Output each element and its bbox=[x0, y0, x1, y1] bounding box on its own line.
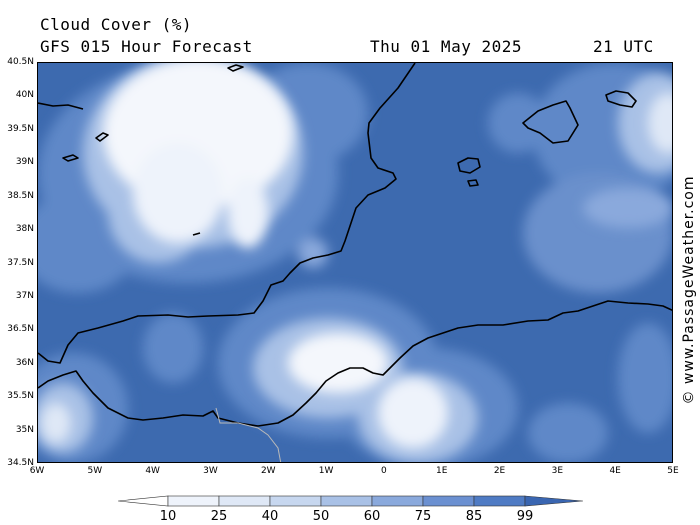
latitude-label: 40N bbox=[15, 90, 34, 101]
longitude-label: 3E bbox=[551, 466, 564, 476]
coastline-iberia-west bbox=[38, 102, 84, 110]
legend-tick-label: 40 bbox=[261, 509, 279, 524]
legend-tick-label: 50 bbox=[312, 509, 330, 524]
coastline-fragment-sw bbox=[62, 154, 79, 162]
legend-color-cell bbox=[422, 495, 475, 507]
legend-color-cell bbox=[167, 495, 220, 507]
legend-color-cell bbox=[524, 495, 583, 507]
island-formentera bbox=[467, 179, 479, 187]
legend-tick-label: 10 bbox=[159, 509, 177, 524]
legend-color-cell bbox=[118, 495, 169, 507]
latitude-label: 36N bbox=[15, 357, 34, 368]
legend-tick-label: 85 bbox=[465, 509, 483, 524]
island-mallorca bbox=[522, 100, 579, 144]
longitude-label: 3W bbox=[203, 466, 218, 476]
longitude-label: 2W bbox=[260, 466, 276, 476]
forecast-time: 21 UTC bbox=[593, 37, 654, 56]
longitude-label: 2E bbox=[493, 466, 506, 476]
legend-color-cell bbox=[473, 495, 526, 507]
coastline-north-africa bbox=[38, 300, 672, 427]
coastline-fragment-north bbox=[227, 64, 244, 72]
longitude-label: 4E bbox=[609, 466, 621, 476]
cloud-cover-map[interactable] bbox=[37, 62, 673, 463]
legend-tick-label: 25 bbox=[210, 509, 228, 524]
longitude-label: 1E bbox=[436, 466, 448, 476]
chart-title: Cloud Cover (%) bbox=[40, 15, 192, 34]
coastline-spain bbox=[38, 63, 416, 364]
border-morocco-algeria bbox=[215, 407, 282, 462]
cloud-layer-dense bbox=[41, 63, 672, 448]
legend-tick-label: 99 bbox=[516, 509, 534, 524]
latitude-label: 34.5N bbox=[7, 458, 34, 468]
longitude-label: 0 bbox=[381, 466, 387, 476]
forecast-date: Thu 01 May 2025 bbox=[370, 37, 522, 56]
coastline-fragment-west bbox=[95, 132, 109, 142]
latitude-label: 39.5N bbox=[7, 123, 34, 134]
forecast-subtitle: GFS 015 Hour Forecast bbox=[40, 37, 253, 56]
longitude-label: 6W bbox=[29, 466, 45, 476]
site-credit: © www.PassageWeather.com bbox=[681, 175, 697, 405]
latitude-label: 40.5N bbox=[7, 57, 34, 67]
legend-tick-label: 60 bbox=[363, 509, 381, 524]
legend-color-cell bbox=[269, 495, 322, 507]
legend-tick-label: 75 bbox=[414, 509, 432, 524]
coastline-fragment-central bbox=[192, 232, 201, 236]
map-canvas bbox=[38, 63, 672, 462]
legend-color-cell bbox=[218, 495, 271, 507]
latitude-label: 37.5N bbox=[7, 257, 34, 268]
color-legend bbox=[118, 495, 583, 507]
longitude-label: 5E bbox=[667, 466, 679, 476]
latitude-label: 36.5N bbox=[7, 324, 34, 335]
coastlines bbox=[38, 63, 672, 427]
legend-color-cell bbox=[371, 495, 424, 507]
latitude-label: 37N bbox=[15, 290, 34, 301]
longitude-label: 5W bbox=[87, 466, 103, 476]
latitude-label: 39N bbox=[15, 157, 34, 168]
latitude-label: 38.5N bbox=[7, 190, 34, 201]
island-ibiza bbox=[457, 157, 481, 174]
latitude-label: 38N bbox=[15, 224, 34, 235]
longitude-label: 1W bbox=[318, 466, 334, 476]
latitude-label: 35N bbox=[15, 424, 34, 435]
latitude-label: 35.5N bbox=[7, 391, 34, 402]
legend-color-cell bbox=[320, 495, 373, 507]
island-menorca bbox=[605, 90, 637, 108]
longitude-label: 4W bbox=[145, 466, 160, 476]
